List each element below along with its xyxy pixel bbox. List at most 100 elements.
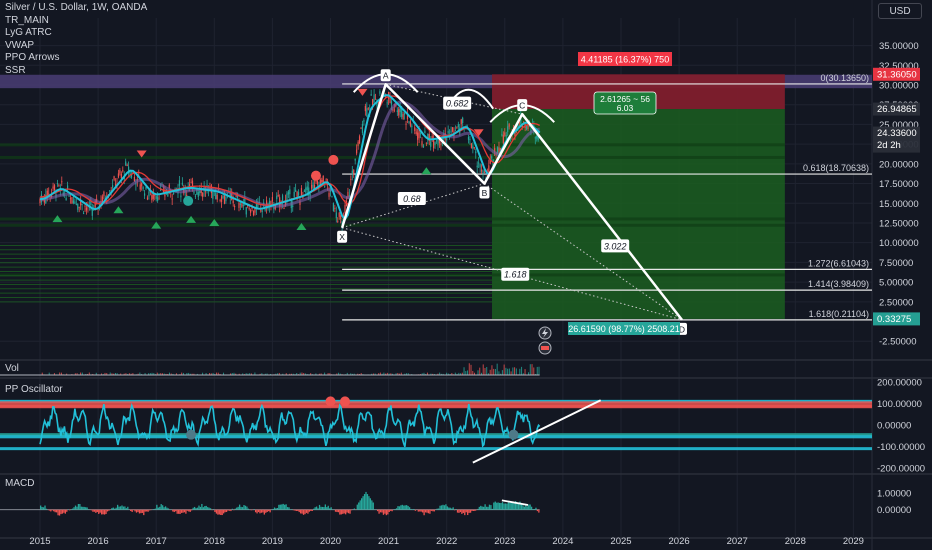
indicator-label[interactable]: SSR <box>5 64 26 76</box>
macd-histogram-bar <box>361 498 363 510</box>
macd-histogram-bar <box>298 509 300 513</box>
candle-body <box>68 195 70 197</box>
macd-histogram-bar <box>125 508 127 510</box>
macd-histogram-bar <box>362 496 364 510</box>
macd-histogram-bar <box>529 504 531 510</box>
volume-bar <box>397 372 399 375</box>
volume-bar <box>261 373 263 375</box>
volume-bar <box>346 372 348 375</box>
time-axis-label: 2021 <box>378 536 399 547</box>
volume-bar <box>153 373 155 375</box>
volume-bar <box>182 372 184 375</box>
candle-body <box>335 212 337 219</box>
candle-body <box>194 195 197 197</box>
volume-bar <box>53 373 55 375</box>
candle-body <box>338 212 340 217</box>
candle-body <box>430 141 432 147</box>
symbol-title[interactable]: Silver / U.S. Dollar, 1W, OANDA <box>5 2 148 13</box>
macd-histogram-bar <box>304 509 306 515</box>
macd-histogram-bar <box>153 509 155 510</box>
macd-histogram-bar <box>118 506 120 510</box>
macd-histogram-bar <box>209 508 212 510</box>
indicator-label[interactable]: PPO Arrows <box>5 52 60 64</box>
macd-histogram-bar <box>250 509 252 511</box>
macd-histogram-bar <box>141 509 143 513</box>
macd-histogram-bar <box>103 509 106 515</box>
macd-histogram-bar <box>201 503 203 510</box>
volume-bar <box>101 373 103 375</box>
volume-bar <box>392 373 394 375</box>
indicator-label[interactable]: TR_MAIN <box>5 14 49 26</box>
ratio-line <box>341 183 485 229</box>
candle-body <box>229 191 231 199</box>
indicator-label[interactable]: VWAP <box>5 39 35 51</box>
pattern-point-label: D <box>679 324 685 334</box>
macd-histogram-bar <box>295 509 297 512</box>
macd-histogram-bar <box>403 505 405 510</box>
candle-body <box>52 186 54 189</box>
volume-bar <box>493 368 495 375</box>
macd-pane-title[interactable]: MACD <box>5 478 35 489</box>
macd-histogram-bar <box>202 507 204 510</box>
indicator-label[interactable]: LyG ATRC <box>5 27 52 39</box>
candle-body <box>357 141 359 147</box>
candle-body <box>483 171 486 173</box>
macd-histogram-bar <box>262 509 264 513</box>
volume-bar <box>92 373 94 375</box>
macd-histogram-bar <box>154 508 157 510</box>
macd-histogram-bar <box>212 509 215 510</box>
candle-body <box>81 204 83 206</box>
macd-histogram-bar <box>464 509 466 516</box>
volume-bar <box>439 372 441 375</box>
macd-histogram-bar <box>356 504 358 510</box>
candle-body <box>98 203 101 207</box>
candle-body <box>431 136 433 140</box>
macd-histogram-bar <box>532 509 534 510</box>
macd-histogram-bar <box>535 507 537 510</box>
volume-bar <box>536 366 538 375</box>
candle-body <box>364 105 366 112</box>
candle-body <box>393 109 396 111</box>
macd-histogram-bar <box>218 509 220 515</box>
candle-body <box>361 124 364 133</box>
candle-body <box>238 202 240 208</box>
volume-bar <box>508 368 510 375</box>
candle-body <box>521 125 523 127</box>
volume-bar <box>137 373 139 375</box>
ratio-label: 1.618 <box>504 270 527 280</box>
volume-bar <box>383 372 385 375</box>
macd-histogram-bar <box>410 508 412 510</box>
volume-bar <box>168 372 170 375</box>
volume-pane-title[interactable]: Vol <box>5 363 19 374</box>
macd-histogram-bar <box>432 509 434 512</box>
macd-histogram-bar <box>57 509 59 516</box>
macd-histogram-bar <box>272 509 274 510</box>
macd-histogram-bar <box>509 502 511 510</box>
macd-histogram-bar <box>247 508 250 510</box>
candle-body <box>257 202 259 208</box>
currency-button[interactable]: USD <box>878 3 922 19</box>
volume-bar <box>170 373 172 375</box>
macd-histogram-bar <box>74 505 77 510</box>
candle-body <box>379 91 381 94</box>
volume-bar <box>426 372 428 375</box>
candle-body <box>398 109 400 116</box>
macd-histogram-bar <box>346 509 348 513</box>
volume-bar <box>202 372 204 375</box>
oscillator-pane-title[interactable]: PP Oscillator <box>5 384 63 395</box>
price-tag-label: 24.33600 <box>877 128 917 139</box>
macd-histogram-bar <box>429 509 431 514</box>
candle-body <box>109 190 111 192</box>
macd-histogram-bar <box>423 509 425 516</box>
candle-body <box>356 149 358 154</box>
macd-histogram-bar <box>533 509 536 510</box>
macd-histogram-bar <box>490 505 492 510</box>
candle-body <box>56 183 59 185</box>
volume-bar <box>388 373 390 375</box>
candle-body <box>284 200 287 207</box>
macd-histogram-bar <box>254 509 257 513</box>
volume-bar <box>59 372 61 375</box>
macd-histogram-bar <box>538 509 540 513</box>
volume-bar <box>266 373 268 375</box>
